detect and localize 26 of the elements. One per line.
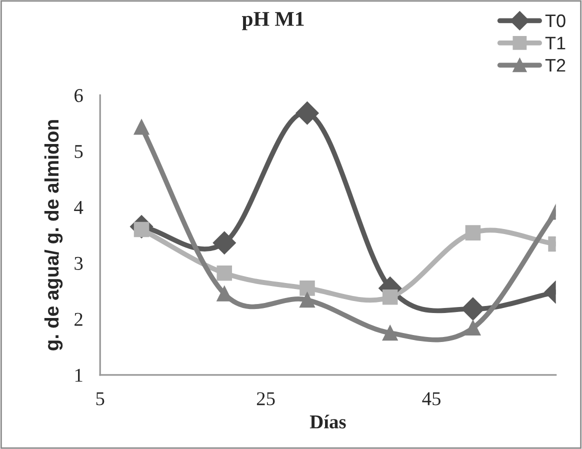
x-tick-label: 45 (422, 392, 440, 406)
y-tick-label: 3 (74, 256, 83, 270)
legend-label: T0 (545, 14, 566, 28)
point (300, 292, 315, 308)
y-tick-label: 5 (74, 145, 83, 158)
point (382, 290, 398, 305)
point (216, 265, 232, 281)
y-tick-label: 4 (74, 201, 84, 214)
y-tick-label: 2 (74, 312, 82, 326)
chart-title: pH M1 (242, 12, 304, 30)
point (465, 225, 481, 240)
point (465, 320, 481, 336)
x-tick-label: 25 (256, 392, 275, 406)
x-axis-title: Días (310, 414, 346, 428)
point (461, 297, 484, 320)
x-tick-label: 5 (96, 392, 104, 406)
point (382, 325, 398, 341)
y-tick-label: 1 (75, 368, 82, 382)
y-tick-label: 6 (74, 89, 83, 102)
legend-label: T2 (545, 58, 566, 72)
point (134, 119, 150, 135)
y-axis-title: g. de agua/ g. de almidon (44, 120, 63, 350)
point (300, 280, 315, 296)
legend-label: T1 (545, 36, 566, 50)
point (212, 231, 236, 254)
point (296, 102, 319, 125)
